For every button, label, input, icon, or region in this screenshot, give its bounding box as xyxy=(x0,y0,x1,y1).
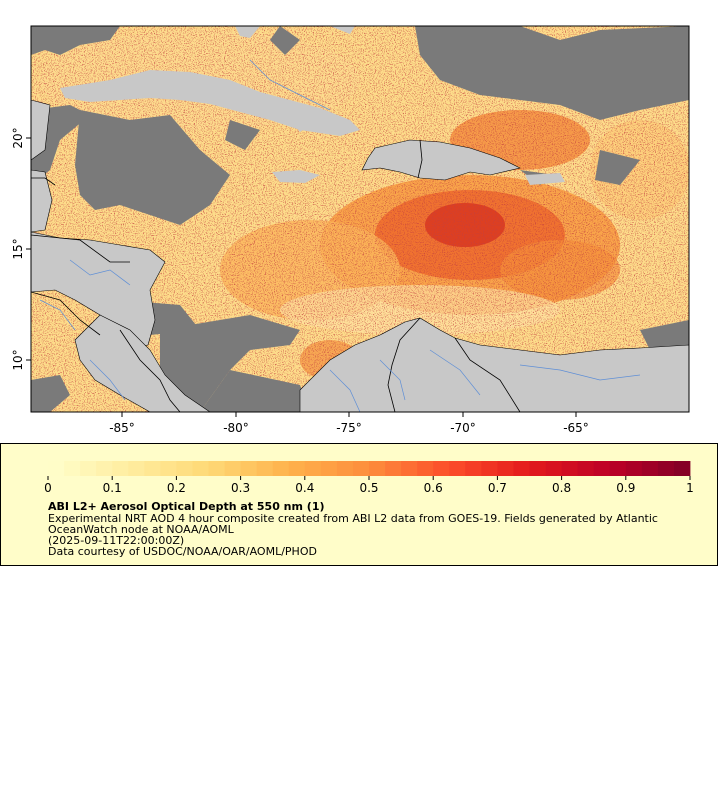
legend-description: Experimental NRT AOD 4 hour composite cr… xyxy=(48,512,658,525)
colorbar-cells xyxy=(48,461,691,476)
colorbar-tick-label: 0.4 xyxy=(295,481,314,495)
colorbar-tick-label: 1 xyxy=(686,481,694,495)
no-data-regions xyxy=(31,26,689,412)
colorbar-cell xyxy=(545,461,562,476)
y-axis xyxy=(26,137,31,361)
colorbar-cell xyxy=(609,461,627,476)
colorbar-cell xyxy=(497,461,514,476)
colorbar-tick-label: 0.6 xyxy=(424,481,443,495)
colorbar-cell xyxy=(112,461,129,476)
colorbar-cell xyxy=(256,461,274,476)
colorbar-cell xyxy=(336,461,354,476)
colorbar-cell xyxy=(625,461,643,476)
x-tick-label: -70° xyxy=(450,421,476,435)
colorbar-tick-label: 0 xyxy=(44,481,52,495)
colorbar-tick-label: 0.9 xyxy=(616,481,635,495)
colorbar-tick-label: 0.1 xyxy=(103,481,122,495)
colorbar-tick-label: 0.3 xyxy=(231,481,250,495)
legend-timestamp: (2025-09-11T22:00:00Z) xyxy=(48,534,185,547)
colorbar-tick-label: 0.5 xyxy=(359,481,378,495)
colorbar-cell xyxy=(529,461,546,476)
colorbar-cell xyxy=(641,461,659,476)
colorbar-cell xyxy=(561,461,579,476)
plot-frame xyxy=(30,25,690,413)
colorbar-cell xyxy=(513,461,530,476)
colorbar-cell xyxy=(144,461,161,476)
legend-title: ABI L2+ Aerosol Optical Depth at 550 nm … xyxy=(48,500,325,513)
colorbar-tick-label: 0.8 xyxy=(552,481,571,495)
colorbar-cell xyxy=(433,461,450,476)
colorbar-cell xyxy=(320,461,338,476)
colorbar-cell xyxy=(160,461,177,476)
land-mask xyxy=(31,26,689,412)
country-boundaries xyxy=(31,139,521,412)
colorbar-cell xyxy=(176,461,193,476)
legend-description: OceanWatch node at NOAA/AOML xyxy=(48,523,234,536)
colorbar-cell xyxy=(369,461,386,476)
colorbar-cell xyxy=(465,461,482,476)
y-tick-label: 20° xyxy=(11,127,25,148)
x-tick-label: -75° xyxy=(336,421,362,435)
colorbar-cell xyxy=(96,461,113,476)
colorbar-cell xyxy=(272,461,290,476)
legend-credit: Data courtesy of USDOC/NOAA/OAR/AOML/PHO… xyxy=(48,545,317,558)
colorbar-ticks: 0 0.1 0.2 0.3 0.4 0.5 0.6 0.7 0.8 0.9 1 xyxy=(44,476,694,495)
colorbar-cell xyxy=(80,461,97,476)
colorbar-cell xyxy=(417,461,434,476)
colorbar-cell xyxy=(208,461,225,476)
colorbar-cell xyxy=(288,461,306,476)
x-tick-label: -85° xyxy=(109,421,135,435)
colorbar-cell xyxy=(673,461,691,476)
colorbar-tick-label: 0.2 xyxy=(167,481,186,495)
colorbar-cell xyxy=(48,461,65,476)
x-tick-label: -65° xyxy=(563,421,589,435)
x-axis xyxy=(121,412,577,417)
colorbar-cell xyxy=(240,461,258,476)
colorbar-cell xyxy=(224,461,241,476)
colorbar-cell xyxy=(352,461,370,476)
colorbar-cell xyxy=(128,461,145,476)
colorbar-cell xyxy=(481,461,498,476)
colorbar-cell xyxy=(593,461,611,476)
colorbar: 0 0.1 0.2 0.3 0.4 0.5 0.6 0.7 0.8 0.9 1 xyxy=(44,461,694,495)
map-panel: -85° -80° -75° -70° -65° 20° 15° 10° xyxy=(11,25,690,435)
colorbar-cell xyxy=(304,461,322,476)
aod-map: -85° -80° -75° -70° -65° 20° 15° 10° xyxy=(11,25,690,435)
colorbar-cell xyxy=(449,461,466,476)
colorbar-cell xyxy=(385,461,402,476)
colorbar-cell xyxy=(192,461,209,476)
y-tick-label: 10° xyxy=(11,349,25,370)
colorbar-cell xyxy=(64,461,81,476)
y-tick-label: 15° xyxy=(11,238,25,259)
x-tick-label: -80° xyxy=(223,421,249,435)
rivers xyxy=(39,59,641,412)
legend-panel: 0 0.1 0.2 0.3 0.4 0.5 0.6 0.7 0.8 0.9 1 ABI L2+ Ae… xyxy=(0,443,718,566)
colorbar-cell xyxy=(577,461,595,476)
colorbar-tick-label: 0.7 xyxy=(488,481,507,495)
colorbar-cell xyxy=(657,461,675,476)
colorbar-cell xyxy=(401,461,418,476)
